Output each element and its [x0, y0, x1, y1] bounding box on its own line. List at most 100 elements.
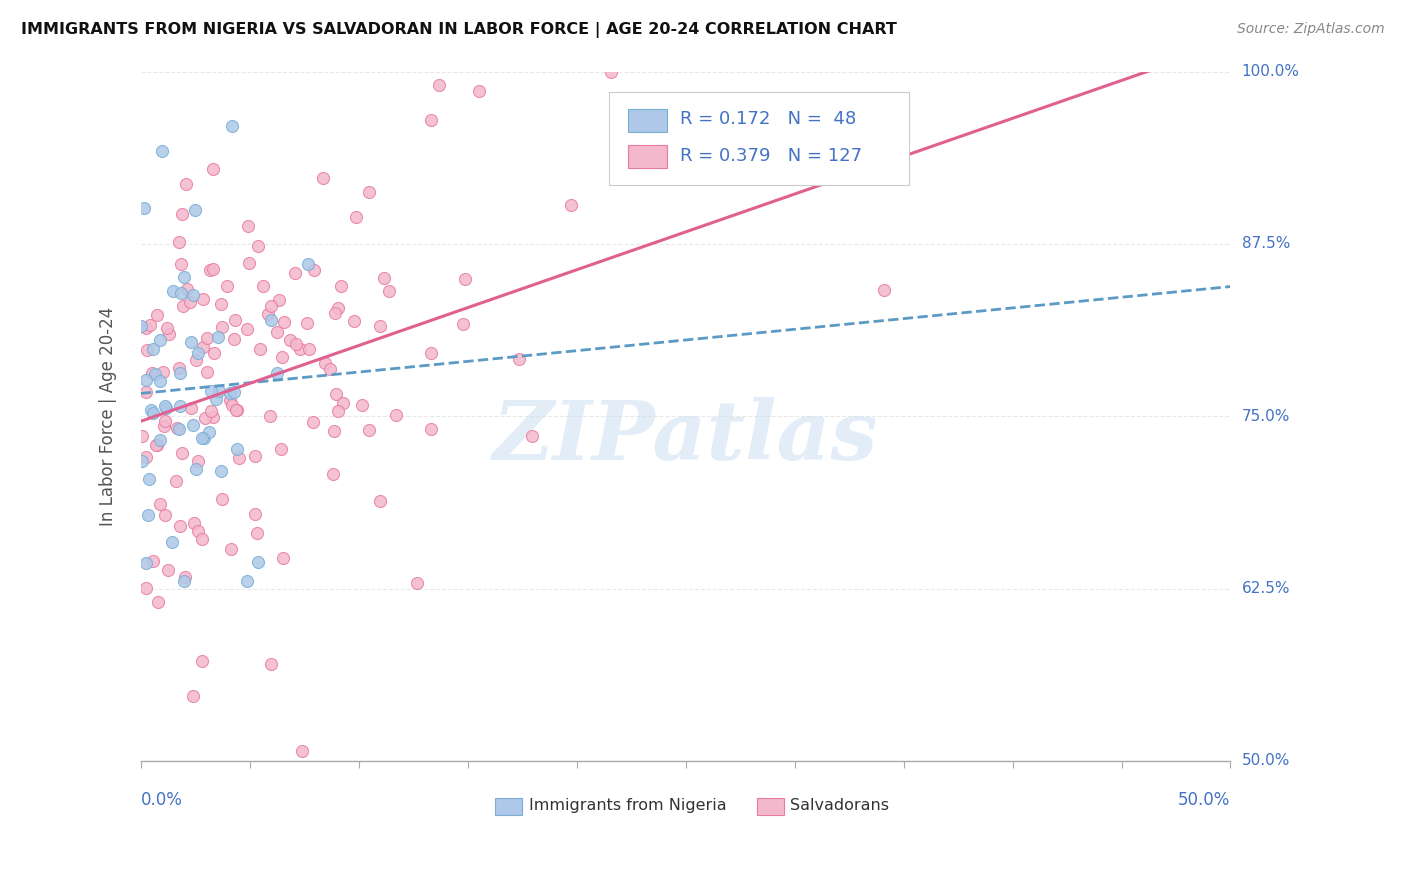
Point	[153, 399, 176, 413]
Point	[508, 352, 530, 367]
Point	[224, 312, 246, 326]
Point	[224, 332, 246, 346]
Point	[202, 161, 225, 176]
Point	[139, 402, 162, 417]
Point	[419, 346, 441, 360]
Point	[207, 330, 229, 344]
Point	[368, 318, 391, 333]
Point	[181, 287, 204, 301]
Point	[146, 308, 169, 322]
Point	[180, 401, 202, 415]
Point	[183, 202, 205, 217]
Point	[173, 570, 195, 584]
Point	[344, 210, 367, 224]
Point	[228, 451, 250, 466]
Point	[202, 346, 225, 360]
Point	[238, 256, 260, 270]
Point	[167, 360, 190, 375]
Point	[149, 333, 172, 347]
Point	[420, 422, 443, 436]
Point	[219, 386, 242, 401]
Point	[135, 321, 157, 335]
Point	[270, 442, 292, 456]
Point	[135, 581, 157, 595]
Text: 50.0%: 50.0%	[1241, 754, 1289, 769]
Point	[169, 519, 191, 533]
Point	[146, 437, 169, 451]
Point	[149, 433, 172, 447]
Point	[198, 425, 221, 439]
Point	[359, 423, 381, 437]
Point	[187, 453, 209, 467]
Point	[194, 410, 217, 425]
Point	[136, 343, 159, 358]
Point	[352, 398, 374, 412]
Point	[225, 403, 247, 417]
Y-axis label: In Labor Force | Age 20-24: In Labor Force | Age 20-24	[100, 307, 117, 526]
Point	[260, 657, 283, 672]
Point	[295, 316, 318, 330]
Text: 100.0%: 100.0%	[1241, 64, 1299, 79]
Point	[167, 422, 190, 436]
Point	[325, 386, 347, 401]
Point	[467, 84, 489, 98]
Point	[183, 516, 205, 531]
Text: Source: ZipAtlas.com: Source: ZipAtlas.com	[1237, 22, 1385, 37]
Point	[187, 524, 209, 538]
Point	[172, 299, 194, 313]
Text: 75.0%: 75.0%	[1241, 409, 1289, 424]
Point	[221, 120, 243, 134]
Text: Salvadorans: Salvadorans	[790, 797, 890, 813]
Point	[153, 418, 176, 433]
Point	[301, 415, 323, 429]
Point	[247, 238, 270, 252]
Point	[186, 353, 208, 368]
Point	[454, 272, 477, 286]
Point	[146, 595, 169, 609]
Point	[208, 384, 231, 399]
Point	[304, 263, 326, 277]
Point	[165, 474, 187, 488]
Point	[260, 299, 283, 313]
Point	[284, 266, 307, 280]
Point	[332, 396, 354, 410]
Text: 0.0%: 0.0%	[141, 791, 183, 809]
Point	[129, 318, 152, 333]
Point	[201, 409, 224, 424]
Point	[173, 574, 195, 589]
Point	[215, 279, 238, 293]
Point	[187, 346, 209, 360]
Point	[249, 343, 271, 357]
Point	[343, 314, 366, 328]
Point	[169, 366, 191, 380]
Point	[427, 78, 450, 92]
Point	[190, 532, 212, 546]
Point	[218, 393, 240, 408]
Point	[145, 437, 167, 451]
Point	[142, 342, 165, 356]
Text: R = 0.379   N = 127: R = 0.379 N = 127	[681, 146, 862, 165]
Point	[285, 336, 308, 351]
Point	[149, 374, 172, 388]
Point	[267, 293, 290, 307]
Point	[297, 343, 319, 357]
Point	[132, 202, 155, 216]
Point	[599, 64, 621, 78]
Point	[219, 542, 242, 557]
Text: ZIPatlas: ZIPatlas	[494, 397, 879, 477]
Point	[155, 401, 177, 416]
Point	[139, 318, 162, 333]
Point	[141, 554, 163, 568]
Point	[224, 384, 246, 399]
Point	[420, 113, 443, 128]
Text: 87.5%: 87.5%	[1241, 236, 1289, 252]
Point	[560, 198, 582, 212]
Point	[131, 429, 153, 443]
FancyBboxPatch shape	[756, 797, 783, 814]
FancyBboxPatch shape	[628, 109, 668, 131]
Point	[451, 318, 474, 332]
Point	[152, 365, 174, 379]
Point	[259, 409, 281, 424]
Point	[273, 315, 295, 329]
Point	[209, 297, 232, 311]
